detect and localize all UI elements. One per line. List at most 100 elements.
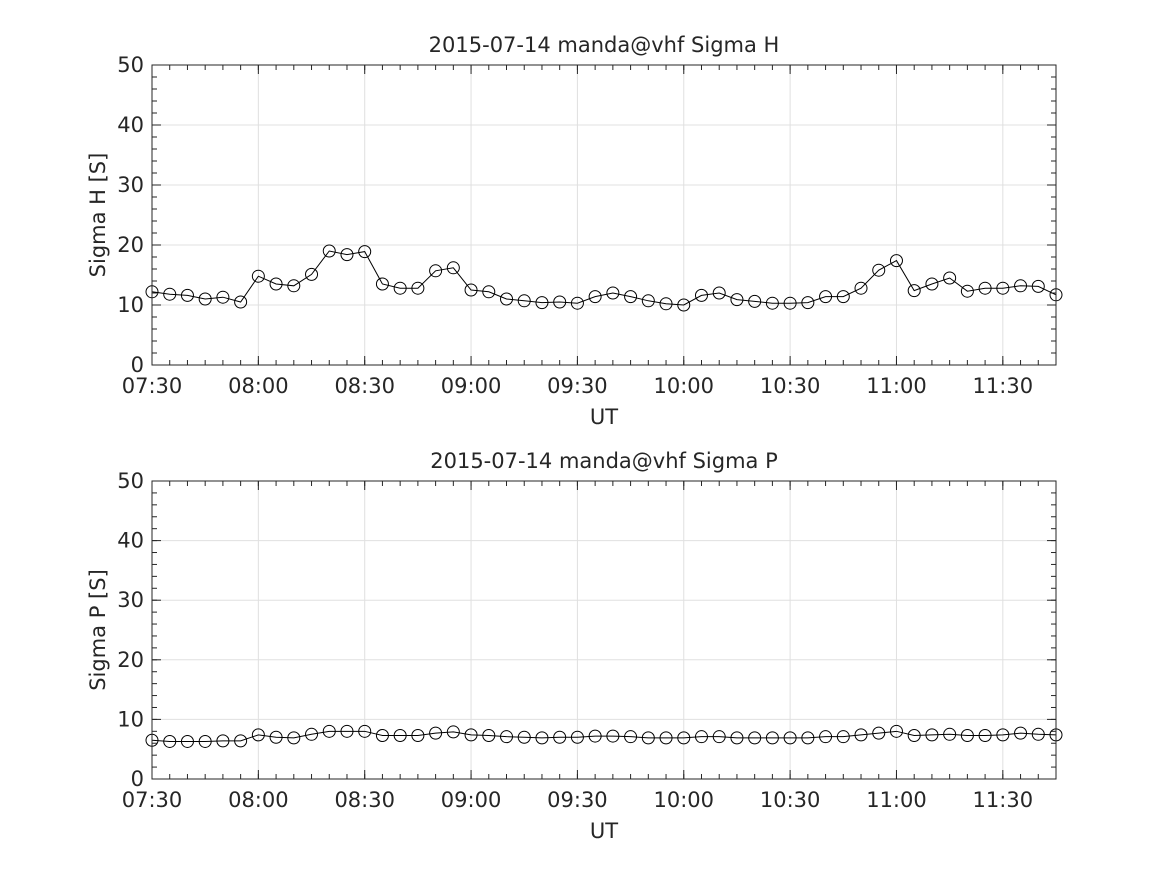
data-point [375,728,389,742]
data-point [535,731,549,745]
sigma-p-panel: 2015-07-14 manda@vhf Sigma P UT Sigma P … [86,449,1063,843]
data-point [1014,726,1028,740]
axes-box [151,480,1057,780]
x-axis-label: UT [590,819,618,843]
data-point [251,269,265,283]
y-tick-label: 10 [117,293,144,317]
x-tick-label: 11:30 [973,374,1034,398]
data-point [907,728,921,742]
data-point [801,296,815,310]
data-point [694,288,708,302]
tick-labels: 07:30 08:00 08:30 09:00 09:30 10:00 10:30 11:00… [117,469,1033,812]
data-point [889,724,903,738]
data-point [783,296,797,310]
data-point [854,728,868,742]
data-point [996,281,1010,295]
data-point [216,290,230,304]
data-point [340,248,354,262]
x-tick-label: 10:30 [760,374,821,398]
data-point [393,281,407,295]
data-point [978,728,992,742]
data-point [553,295,567,309]
tick-labels: 07:30 08:00 08:30 09:00 09:30 10:00 10:30 11:00… [117,53,1033,398]
data-point [411,728,425,742]
data-point [517,730,531,744]
data-point [429,264,443,278]
major-ticks [151,64,1056,366]
data-point [943,727,957,741]
data-point [411,281,425,295]
data-point [641,294,655,308]
x-tick-label: 08:00 [228,788,289,812]
x-tick-label: 07:30 [122,788,183,812]
data-point [305,267,319,281]
data-point [269,277,283,291]
data-point [287,731,301,745]
x-tick-label: 11:00 [866,788,927,812]
data-point [836,290,850,304]
data-point [694,730,708,744]
data-point [1031,279,1045,293]
x-tick-label: 08:30 [334,788,395,812]
x-tick-label: 10:00 [653,788,714,812]
data-point [872,726,886,740]
data-point [765,296,779,310]
data-point [606,729,620,743]
data-point [925,277,939,291]
data-point [198,734,212,748]
y-tick-label: 0 [131,767,144,791]
data-point [588,290,602,304]
data-point [375,277,389,291]
data-point [358,245,372,259]
data-point [978,281,992,295]
data-point [836,730,850,744]
sigma-h-panel: 2015-07-14 manda@vhf Sigma H UT Sigma H … [86,33,1063,429]
data-point [819,290,833,304]
series-line [151,730,1057,742]
data-point [606,286,620,300]
data-point [659,731,673,745]
y-tick-label: 40 [117,529,144,553]
data-point [180,734,194,748]
data-point [429,726,443,740]
data-point [748,731,762,745]
y-tick-label: 10 [117,707,144,731]
data-point [446,261,460,275]
data-point [712,286,726,300]
data-point [163,287,177,301]
y-tick-label: 20 [117,648,144,672]
data-point [358,724,372,738]
data-point [570,296,584,310]
data-point [322,724,336,738]
data-point [464,283,478,297]
data-point [907,284,921,298]
x-tick-label: 09:00 [441,788,502,812]
data-point [960,728,974,742]
data-point [251,728,265,742]
data-point [624,290,638,304]
data-point [305,727,319,741]
y-tick-label: 0 [131,353,144,377]
data-point [659,297,673,311]
data-point [340,724,354,738]
x-tick-label: 08:00 [228,374,289,398]
data-point [446,725,460,739]
data-point [854,281,868,295]
data-point [198,292,212,306]
data-point [641,731,655,745]
data-point [553,730,567,744]
data-point [234,295,248,309]
data-point [677,298,691,312]
data-point [819,730,833,744]
data-point [464,728,478,742]
data-point [287,279,301,293]
data-point [943,271,957,285]
x-tick-label: 07:30 [122,374,183,398]
data-point [783,731,797,745]
major-ticks [151,480,1056,780]
data-point [269,730,283,744]
series-line [151,250,1057,306]
y-tick-label: 30 [117,173,144,197]
